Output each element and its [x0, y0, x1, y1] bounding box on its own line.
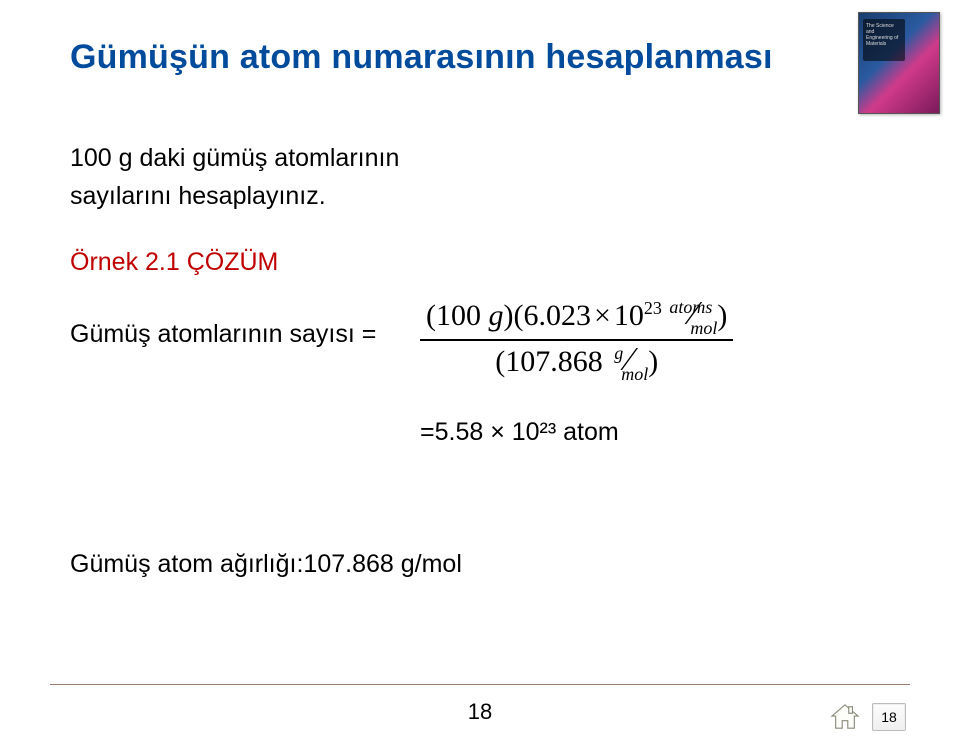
home-icon[interactable]: [830, 703, 860, 731]
textbook-thumbnail: The Science and Engineering of Materials: [858, 12, 940, 114]
mass-value: 100: [436, 299, 481, 332]
atoms-per-mol-unit: atoms ⁄ mol: [669, 301, 717, 335]
page-number-box: 18: [872, 703, 906, 731]
slide-page: The Science and Engineering of Materials…: [0, 0, 960, 745]
fraction-denominator: (107.868 g ⁄ mol ): [420, 341, 733, 381]
fraction: (100 g)(6.023×1023 atoms ⁄ mol ) (107.86…: [420, 298, 733, 381]
mass-unit: g: [489, 299, 504, 332]
molar-mass: 107.868: [505, 345, 603, 378]
problem-text-line1: 100 g daki gümüş atomlarının: [70, 140, 399, 178]
calc-result: =5.58 × 10²³ atom: [420, 418, 619, 447]
problem-text-line2: sayılarını hesaplayınız.: [70, 178, 326, 216]
calc-label: Gümüş atomlarının sayısı =: [70, 320, 376, 349]
page-title: Gümüşün atom numarasının hesaplanması: [70, 38, 773, 77]
avogadro-exponent: 23: [644, 298, 662, 318]
unit-bot: mol: [690, 318, 717, 339]
unit-bot-mol: mol: [621, 364, 648, 385]
footer-divider: [50, 684, 910, 685]
times-symbol: ×: [591, 299, 614, 332]
avogadro-ten: 10: [614, 299, 644, 332]
molar-mass-note: Gümüş atom ağırlığı:107.868 g/mol: [70, 550, 462, 579]
fraction-numerator: (100 g)(6.023×1023 atoms ⁄ mol ): [420, 298, 733, 341]
example-heading: Örnek 2.1 ÇÖZÜM: [70, 248, 278, 277]
g-per-mol-unit: g ⁄ mol: [610, 347, 648, 381]
page-number-center: 18: [0, 699, 960, 725]
calc-formula: (100 g)(6.023×1023 atoms ⁄ mol ) (107.86…: [420, 298, 733, 381]
avogadro-base: 6.023: [523, 299, 591, 332]
textbook-thumbnail-label: The Science and Engineering of Materials: [866, 23, 902, 47]
